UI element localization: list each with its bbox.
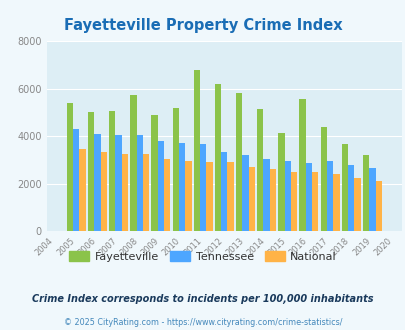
Bar bbox=[256, 109, 263, 231]
Bar bbox=[305, 163, 311, 231]
Bar bbox=[269, 169, 275, 231]
Text: Fayetteville Property Crime Index: Fayetteville Property Crime Index bbox=[64, 18, 341, 33]
Bar bbox=[333, 174, 339, 231]
Bar bbox=[73, 129, 79, 231]
Bar bbox=[311, 172, 318, 231]
Bar bbox=[143, 154, 149, 231]
Bar bbox=[94, 134, 100, 231]
Bar bbox=[354, 178, 360, 231]
Bar bbox=[88, 113, 94, 231]
Bar bbox=[206, 162, 212, 231]
Bar bbox=[375, 181, 381, 231]
Bar bbox=[200, 145, 206, 231]
Bar bbox=[221, 151, 227, 231]
Text: Crime Index corresponds to incidents per 100,000 inhabitants: Crime Index corresponds to incidents per… bbox=[32, 294, 373, 304]
Bar bbox=[172, 108, 179, 231]
Bar bbox=[100, 151, 107, 231]
Bar bbox=[214, 84, 221, 231]
Bar bbox=[179, 143, 185, 231]
Bar bbox=[151, 115, 157, 231]
Bar bbox=[290, 172, 296, 231]
Bar bbox=[79, 149, 85, 231]
Bar bbox=[109, 111, 115, 231]
Bar bbox=[362, 155, 368, 231]
Bar bbox=[347, 165, 354, 231]
Bar bbox=[122, 154, 128, 231]
Bar bbox=[248, 167, 254, 231]
Bar bbox=[263, 159, 269, 231]
Bar bbox=[277, 133, 284, 231]
Bar bbox=[157, 141, 164, 231]
Bar bbox=[136, 135, 143, 231]
Bar bbox=[66, 103, 73, 231]
Bar bbox=[115, 135, 122, 231]
Bar bbox=[284, 161, 290, 231]
Bar bbox=[130, 95, 136, 231]
Bar bbox=[227, 162, 233, 231]
Bar bbox=[298, 99, 305, 231]
Bar bbox=[185, 161, 191, 231]
Bar bbox=[242, 155, 248, 231]
Bar bbox=[193, 70, 200, 231]
Bar bbox=[235, 93, 242, 231]
Bar bbox=[341, 145, 347, 231]
Text: © 2025 CityRating.com - https://www.cityrating.com/crime-statistics/: © 2025 CityRating.com - https://www.city… bbox=[64, 318, 341, 327]
Bar bbox=[320, 127, 326, 231]
Bar bbox=[368, 168, 375, 231]
Legend: Fayetteville, Tennessee, National: Fayetteville, Tennessee, National bbox=[64, 247, 341, 267]
Bar bbox=[326, 161, 333, 231]
Bar bbox=[164, 159, 170, 231]
